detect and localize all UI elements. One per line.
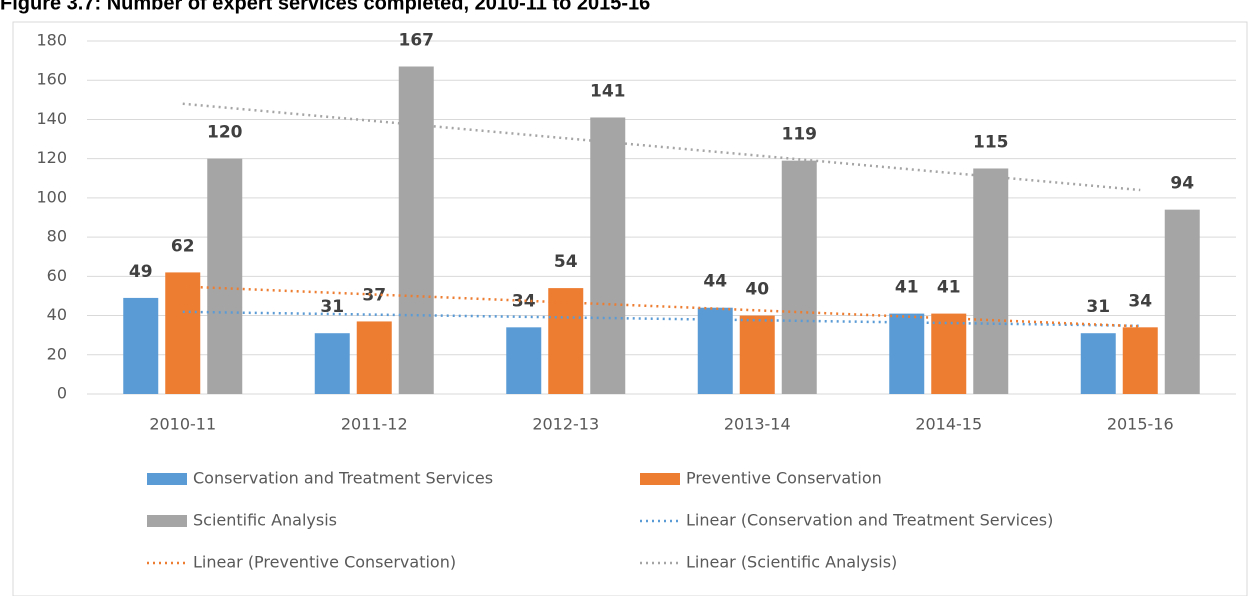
value-label: 54 (554, 252, 578, 272)
y-tick-label: 180 (36, 31, 67, 50)
x-tick-label: 2013-14 (724, 415, 791, 434)
x-tick-label: 2010-11 (149, 415, 216, 434)
value-label: 141 (590, 81, 626, 101)
bar (207, 158, 243, 394)
x-tick-label: 2011-12 (341, 415, 408, 434)
x-tick-label: 2015-16 (1107, 415, 1174, 434)
value-label: 49 (129, 262, 153, 282)
legend-swatch (147, 473, 187, 485)
bar (781, 160, 817, 394)
value-label: 31 (320, 297, 344, 317)
value-label: 62 (171, 236, 195, 256)
bar (165, 272, 201, 394)
bar (548, 288, 584, 394)
y-tick-label: 80 (47, 227, 67, 246)
y-tick-label: 120 (36, 148, 67, 167)
y-tick-label: 140 (36, 109, 67, 128)
bar (697, 307, 733, 394)
x-tick-label: 2014-15 (915, 415, 982, 434)
legend-swatch (640, 473, 680, 485)
value-label: 167 (399, 30, 435, 50)
y-tick-label: 0 (57, 384, 67, 403)
bar (889, 313, 925, 394)
value-label: 94 (1170, 174, 1194, 194)
y-tick-label: 60 (47, 266, 67, 285)
legend-label: Linear (Preventive Conservation) (193, 553, 456, 572)
bar (506, 327, 542, 394)
y-tick-label: 20 (47, 344, 67, 363)
legend-label: Linear (Scientific Analysis) (686, 553, 897, 572)
legend-label: Scientific Analysis (193, 511, 337, 530)
bar (1080, 333, 1116, 394)
legend-label: Preventive Conservation (686, 469, 882, 488)
bar (1164, 209, 1200, 394)
bar (398, 66, 434, 394)
y-tick-label: 100 (36, 187, 67, 206)
value-label: 34 (1128, 291, 1152, 311)
value-label: 115 (973, 132, 1009, 152)
value-label: 44 (703, 272, 727, 292)
value-label: 40 (745, 280, 769, 300)
bar (739, 315, 775, 394)
bar (1122, 327, 1158, 394)
value-label: 37 (362, 285, 386, 305)
value-label: 31 (1086, 297, 1110, 317)
legend-swatch (147, 515, 187, 527)
value-label: 34 (512, 291, 536, 311)
chart-border (12, 21, 1248, 596)
bar (356, 321, 392, 394)
value-label: 119 (782, 125, 818, 145)
legend-label: Linear (Conservation and Treatment Servi… (686, 511, 1053, 530)
value-label: 120 (207, 123, 243, 143)
bar (314, 333, 350, 394)
legend-label: Conservation and Treatment Services (193, 469, 493, 488)
x-tick-label: 2012-13 (532, 415, 599, 434)
value-label: 41 (937, 278, 961, 298)
bar (123, 297, 159, 394)
y-tick-label: 40 (47, 305, 67, 324)
chart-title: Figure 3.7: Number of expert services co… (0, 0, 650, 14)
bar (931, 313, 967, 394)
trendline (182, 102, 1141, 192)
trendline (182, 285, 1141, 328)
bar (590, 117, 626, 394)
bar (973, 168, 1009, 394)
trendline (182, 310, 1141, 328)
value-label: 41 (895, 278, 919, 298)
y-tick-label: 160 (36, 70, 67, 89)
